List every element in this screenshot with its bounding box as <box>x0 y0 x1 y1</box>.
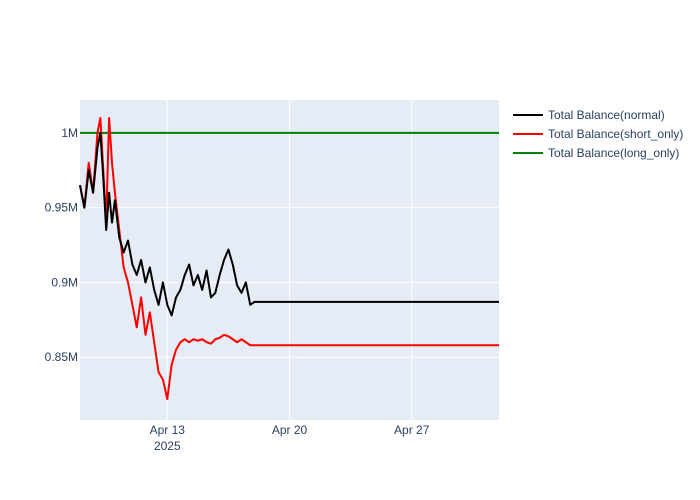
x-tick-label: Apr 13 <box>150 423 186 437</box>
legend-item-label[interactable]: Total Balance(long_only) <box>548 146 679 160</box>
series-lines <box>79 116 499 401</box>
series-line-1 <box>79 116 499 401</box>
y-tick-label: 1M <box>61 126 78 140</box>
y-tick-label: 0.85M <box>45 350 78 364</box>
legend-item-label[interactable]: Total Balance(normal) <box>548 108 665 122</box>
y-tick-label: 0.95M <box>45 201 78 215</box>
legend-item-label[interactable]: Total Balance(short_only) <box>548 127 683 141</box>
series-line-0 <box>79 131 499 317</box>
x-tick-sublabel: 2025 <box>154 439 181 453</box>
x-tick-label: Apr 20 <box>272 423 308 437</box>
x-tick-label: Apr 27 <box>394 423 430 437</box>
y-axis-ticks: 0.85M 0.9M 0.95M 1M <box>45 126 78 364</box>
y-tick-label: 0.9M <box>51 275 78 289</box>
x-axis-ticks: Apr 13 2025 Apr 20 Apr 27 <box>150 423 430 453</box>
legend[interactable]: Total Balance(normal) Total Balance(short… <box>513 108 683 160</box>
